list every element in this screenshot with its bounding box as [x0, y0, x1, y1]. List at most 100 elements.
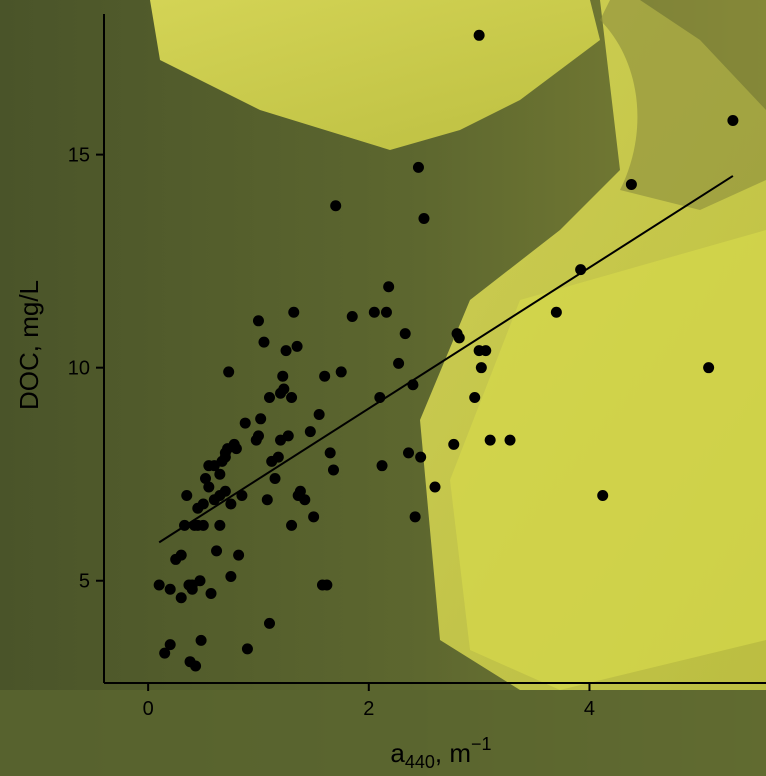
data-point — [324, 447, 336, 459]
data-point — [175, 549, 187, 561]
data-point — [181, 490, 193, 502]
data-point — [164, 639, 176, 651]
x-axis-title-superscript: −1 — [471, 734, 492, 754]
data-point — [393, 357, 405, 369]
x-tick-label: 2 — [363, 698, 374, 720]
data-point — [272, 451, 284, 463]
data-point — [252, 430, 264, 442]
data-point — [346, 311, 358, 323]
x-tick-label: 4 — [584, 698, 595, 720]
data-point — [380, 306, 392, 318]
data-point — [211, 545, 223, 557]
data-point — [374, 392, 386, 404]
data-point — [597, 490, 609, 502]
data-point — [192, 502, 204, 514]
data-point — [316, 579, 328, 591]
data-point — [288, 306, 300, 318]
y-tick-label: 10 — [68, 358, 90, 380]
data-point — [190, 660, 202, 672]
axes — [103, 14, 766, 684]
data-point — [179, 519, 191, 531]
data-point — [625, 178, 637, 190]
data-point — [703, 362, 715, 374]
data-point — [727, 115, 739, 127]
data-point — [214, 490, 226, 502]
data-point — [175, 592, 187, 604]
data-point — [407, 379, 419, 391]
data-point — [159, 647, 171, 659]
x-axis-title-subscript: 440 — [405, 752, 435, 772]
data-point — [412, 161, 424, 173]
data-point — [183, 579, 195, 591]
data-point — [429, 481, 441, 493]
data-point — [241, 643, 253, 655]
data-point — [164, 583, 176, 595]
data-point — [383, 281, 395, 293]
data-point — [286, 519, 298, 531]
data-point — [233, 549, 245, 561]
data-point — [308, 511, 320, 523]
data-point — [280, 345, 292, 357]
x-tick-label: 0 — [143, 698, 154, 720]
data-point — [304, 426, 316, 438]
data-point — [575, 264, 587, 276]
data-point — [403, 447, 415, 459]
data-point — [294, 485, 306, 497]
data-point — [327, 464, 339, 476]
data-point — [219, 451, 231, 463]
data-point — [399, 328, 411, 340]
data-point — [153, 579, 165, 591]
data-point — [473, 29, 485, 41]
data-point — [330, 200, 342, 212]
data-point — [277, 370, 289, 382]
data-point — [255, 413, 267, 425]
data-point — [504, 434, 516, 446]
x-axis-title-unit: m — [449, 738, 471, 768]
data-point — [319, 370, 331, 382]
data-point — [282, 430, 294, 442]
data-point — [205, 588, 217, 600]
data-point — [299, 494, 311, 506]
data-point — [291, 340, 303, 352]
data-point — [195, 634, 207, 646]
data-point — [200, 472, 212, 484]
data-point — [223, 366, 235, 378]
data-point — [376, 460, 388, 472]
x-axis-title: a440, m−1 — [390, 734, 491, 772]
x-axis-ticks: 0 2 4 — [143, 683, 595, 720]
y-axis-ticks: 5 10 15 — [68, 145, 104, 593]
data-point — [368, 306, 380, 318]
data-point — [214, 468, 226, 480]
data-point — [269, 472, 281, 484]
data-point — [286, 392, 298, 404]
data-point — [313, 409, 325, 421]
data-point — [453, 332, 465, 344]
y-axis-title: DOC, mg/L — [14, 280, 44, 410]
data-point — [415, 451, 427, 463]
y-tick-label: 5 — [79, 571, 90, 593]
y-tick-label: 15 — [68, 145, 90, 167]
data-point — [409, 511, 421, 523]
regression-line — [158, 175, 734, 544]
data-point — [448, 438, 460, 450]
data-point — [335, 366, 347, 378]
data-point — [252, 315, 264, 327]
data-point — [230, 443, 242, 455]
data-point — [258, 336, 270, 348]
data-point — [225, 570, 237, 582]
data-point — [418, 213, 430, 225]
data-point — [203, 481, 215, 493]
data-point — [484, 434, 496, 446]
data-point — [225, 498, 237, 510]
data-point — [236, 490, 248, 502]
data-point — [278, 383, 290, 395]
data-point — [194, 575, 206, 587]
data-point — [469, 392, 481, 404]
data-points — [153, 29, 739, 672]
data-point — [550, 306, 562, 318]
data-point — [480, 345, 492, 357]
data-point — [475, 362, 487, 374]
data-point — [239, 417, 251, 429]
